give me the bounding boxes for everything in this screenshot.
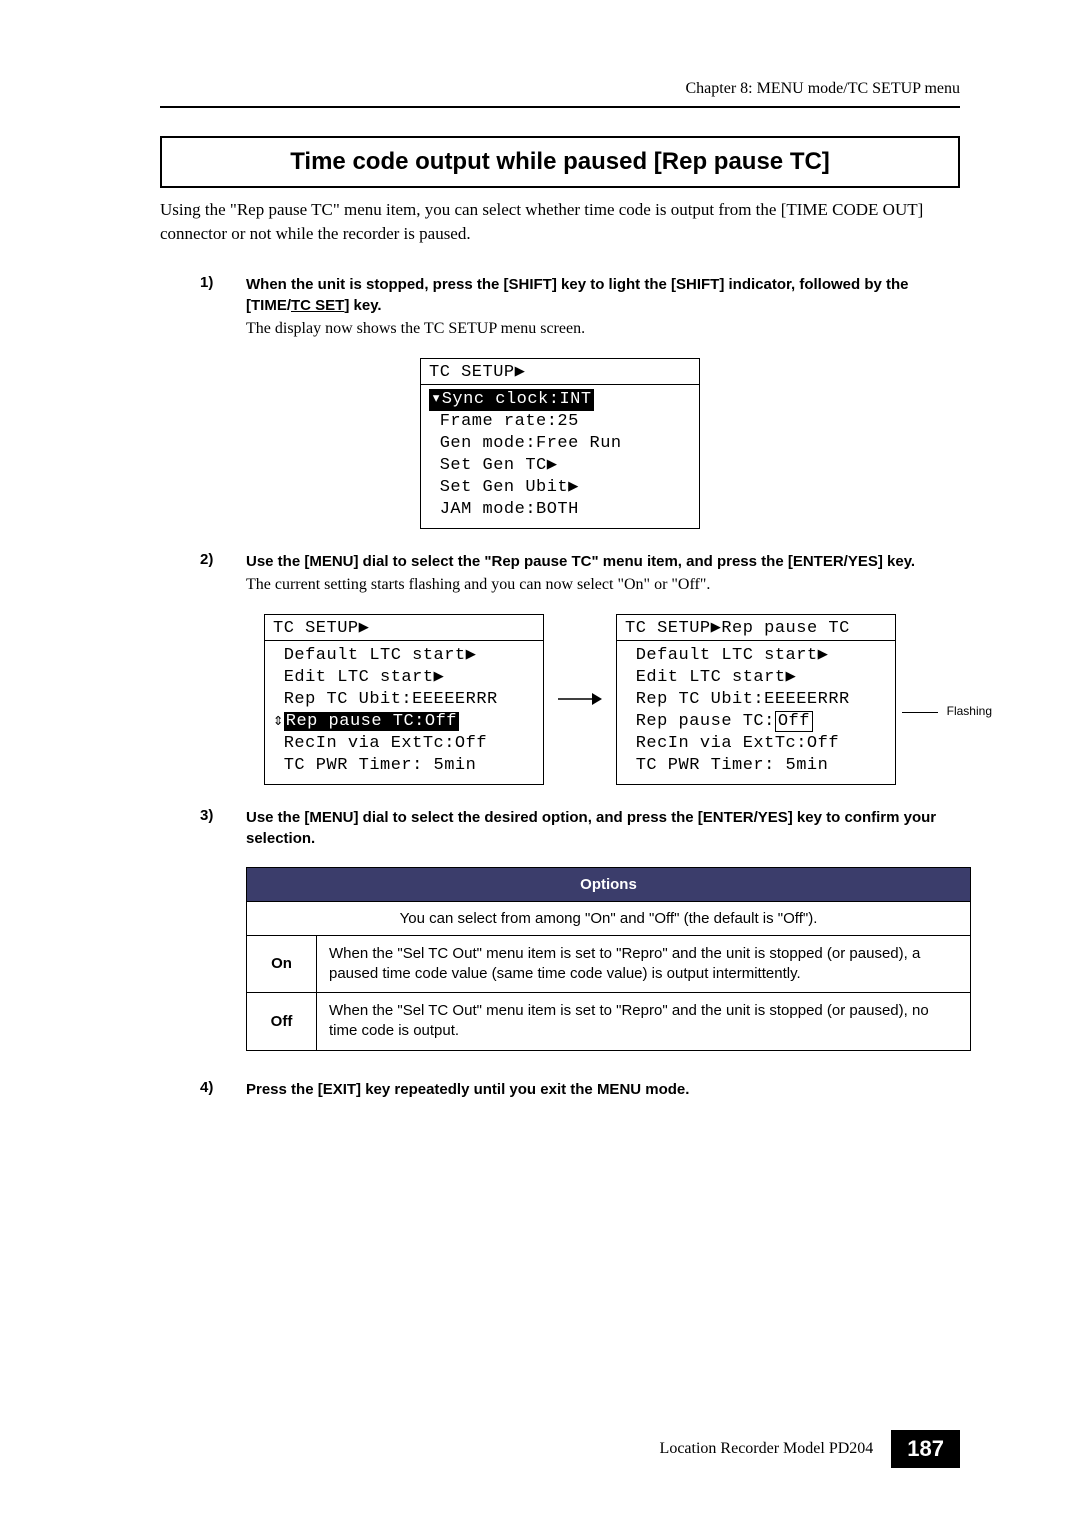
options-row-on: On When the "Sel TC Out" menu item is se… <box>247 935 971 993</box>
step-2-body: Use the [MENU] dial to select the "Rep p… <box>246 551 960 596</box>
lcd-1-wrap: TC SETUP▶ ▾Sync clock:INT Frame rate:25 … <box>160 358 960 529</box>
lcd-3-line-2: Rep TC Ubit:EEEEERRR <box>625 689 887 711</box>
step-3-instruction: Use the [MENU] dial to select the desire… <box>246 807 960 849</box>
options-table: Options You can select from among "On" a… <box>246 867 971 1051</box>
step-3-body: Use the [MENU] dial to select the desire… <box>246 807 960 849</box>
lcd-3-title: TC SETUP▶Rep pause TC <box>617 615 895 641</box>
option-off-label: Off <box>247 993 317 1051</box>
lcd-3-line-3: Rep pause TC:Off <box>625 711 887 733</box>
lcd-screen-2: TC SETUP▶ Default LTC start▶ Edit LTC st… <box>264 614 544 785</box>
lcd-2-lines: Default LTC start▶ Edit LTC start▶ Rep T… <box>265 641 543 784</box>
lcd-1-line-0: ▾Sync clock:INT <box>429 389 594 411</box>
step-2-sub: The current setting starts flashing and … <box>246 574 960 596</box>
lcd-3-lines: Default LTC start▶ Edit LTC start▶ Rep T… <box>617 641 895 784</box>
page-number: 187 <box>891 1430 960 1468</box>
step-2: 2) Use the [MENU] dial to select the "Re… <box>160 551 960 596</box>
footer-model: Location Recorder Model PD204 <box>660 1440 874 1458</box>
options-subtitle: You can select from among "On" and "Off"… <box>247 901 971 935</box>
flashing-label: Flashing <box>947 704 992 718</box>
option-off-desc: When the "Sel TC Out" menu item is set t… <box>317 993 971 1051</box>
lcd-2-line-3: ⇕Rep pause TC:Off <box>273 712 459 731</box>
flashing-leader-line <box>902 712 938 713</box>
option-on-desc: When the "Sel TC Out" menu item is set t… <box>317 935 971 993</box>
options-header: Options <box>247 867 971 901</box>
step-3: 3) Use the [MENU] dial to select the des… <box>160 807 960 849</box>
lcd-1-line-3: Set Gen TC▶ <box>429 455 691 477</box>
lcd-1-line-1: Frame rate:25 <box>429 411 691 433</box>
lcd-3-line-0: Default LTC start▶ <box>625 645 887 667</box>
step-4-number: 4) <box>200 1079 246 1100</box>
section-title-box: Time code output while paused [Rep pause… <box>160 136 960 188</box>
lcd-2-line-0: Default LTC start▶ <box>273 645 535 667</box>
option-on-label: On <box>247 935 317 993</box>
step-2-number: 2) <box>200 551 246 596</box>
lcd-3-wrap: TC SETUP▶Rep pause TC Default LTC start▶… <box>616 614 896 785</box>
lcd-1-line-5: JAM mode:BOTH <box>429 499 691 521</box>
step-4-instruction: Press the [EXIT] key repeatedly until yo… <box>246 1079 960 1100</box>
lcd-row-2: TC SETUP▶ Default LTC start▶ Edit LTC st… <box>160 614 960 785</box>
intro-paragraph: Using the "Rep pause TC" menu item, you … <box>160 198 960 246</box>
chapter-label: Chapter 8: MENU mode/TC SETUP menu <box>686 80 961 97</box>
page-footer: Location Recorder Model PD204 187 <box>660 1430 960 1468</box>
lcd-2-line-2: Rep TC Ubit:EEEEERRR <box>273 689 535 711</box>
lcd-2-line-4: RecIn via ExtTc:Off <box>273 733 535 755</box>
section-title: Time code output while paused [Rep pause… <box>290 148 830 175</box>
lcd-2-title: TC SETUP▶ <box>265 615 543 641</box>
step-1-number: 1) <box>200 274 246 340</box>
step-1-instruction: When the unit is stopped, press the [SHI… <box>246 274 960 316</box>
lcd-screen-3: TC SETUP▶Rep pause TC Default LTC start▶… <box>616 614 896 785</box>
lcd-3-line-5: TC PWR Timer: 5min <box>625 755 887 777</box>
lcd-3-line-4: RecIn via ExtTc:Off <box>625 733 887 755</box>
lcd-1-lines: ▾Sync clock:INT Frame rate:25 Gen mode:F… <box>421 385 699 528</box>
step-1-sub: The display now shows the TC SETUP menu … <box>246 318 960 340</box>
lcd-2-line-5: TC PWR Timer: 5min <box>273 755 535 777</box>
lcd-screen-1: TC SETUP▶ ▾Sync clock:INT Frame rate:25 … <box>420 358 700 529</box>
options-row-off: Off When the "Sel TC Out" menu item is s… <box>247 993 971 1051</box>
lcd-2-line-1: Edit LTC start▶ <box>273 667 535 689</box>
lcd-3-line-1: Edit LTC start▶ <box>625 667 887 689</box>
step-3-number: 3) <box>200 807 246 849</box>
lcd-1-line-4: Set Gen Ubit▶ <box>429 477 691 499</box>
options-subtitle-row: You can select from among "On" and "Off"… <box>247 901 971 935</box>
lcd-1-line-2: Gen mode:Free Run <box>429 433 691 455</box>
step-2-instruction: Use the [MENU] dial to select the "Rep p… <box>246 551 960 572</box>
arrow-right-icon <box>558 689 602 709</box>
step-4: 4) Press the [EXIT] key repeatedly until… <box>160 1079 960 1100</box>
step-4-body: Press the [EXIT] key repeatedly until yo… <box>246 1079 960 1100</box>
page-header: Chapter 8: MENU mode/TC SETUP menu <box>160 80 960 108</box>
step-1: 1) When the unit is stopped, press the [… <box>160 274 960 340</box>
lcd-1-title: TC SETUP▶ <box>421 359 699 385</box>
options-header-row: Options <box>247 867 971 901</box>
step-1-body: When the unit is stopped, press the [SHI… <box>246 274 960 340</box>
